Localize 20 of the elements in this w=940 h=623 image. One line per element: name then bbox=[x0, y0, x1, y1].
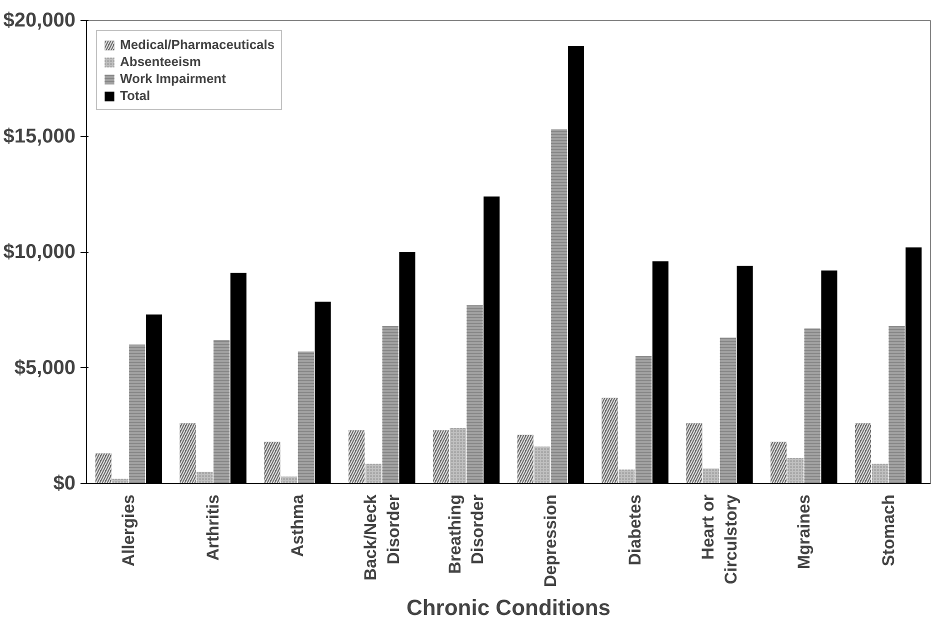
x-tick-label: Asthma bbox=[288, 494, 307, 557]
x-tick-label: Heart or Circulstory bbox=[698, 494, 740, 584]
x-tick-label: Breathing Disorder bbox=[445, 494, 488, 574]
x-tick-label: Mgraines bbox=[794, 494, 814, 570]
x-tick-label: Allergies bbox=[119, 494, 138, 566]
legend-label: Total bbox=[120, 88, 150, 103]
x-tick-label: Diabetes bbox=[626, 494, 645, 566]
legend-label: Work Impairment bbox=[120, 71, 226, 86]
legend-label: Absenteeism bbox=[120, 54, 201, 69]
y-tick-label: $5,000 bbox=[14, 356, 76, 379]
x-tick-label: Depression bbox=[541, 494, 560, 588]
x-tick-label: Stomach bbox=[878, 494, 898, 566]
y-tick-label: $10,000 bbox=[3, 241, 76, 263]
x-tick-label: Back/Neck Disorder bbox=[361, 494, 403, 581]
y-tick-label: $20,000 bbox=[3, 10, 76, 32]
x-axis-title: Chronic Conditions bbox=[406, 595, 611, 620]
legend-label: Medical/Pharmaceuticals bbox=[120, 37, 275, 52]
x-tick-label: Arthritis bbox=[204, 494, 223, 561]
y-tick-label: $0 bbox=[53, 472, 76, 494]
y-tick-label: $15,000 bbox=[3, 125, 76, 148]
